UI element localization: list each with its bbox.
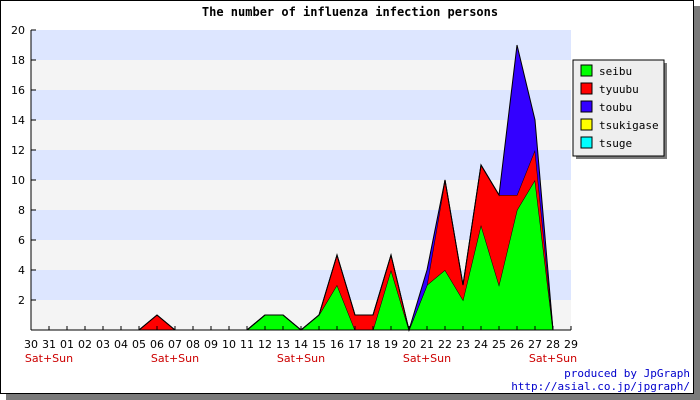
x-tick-label: 22 [438, 338, 452, 351]
y-tick-label: 20 [11, 24, 25, 37]
x-tick-label: 03 [96, 338, 110, 351]
x-tick-label: 30 [24, 338, 38, 351]
weekend-marker-label: Sat+Sun [151, 352, 199, 365]
x-tick-label: 26 [510, 338, 524, 351]
x-tick-label: 23 [456, 338, 470, 351]
y-tick-label: 16 [11, 84, 25, 97]
x-tick-label: 07 [168, 338, 182, 351]
grid-band [31, 30, 571, 60]
y-tick-label: 18 [11, 54, 25, 67]
y-tick-label: 2 [18, 294, 25, 307]
x-tick-label: 12 [258, 338, 272, 351]
weekend-marker-label: Sat+Sun [403, 352, 451, 365]
legend-label-seibu: seibu [599, 65, 632, 78]
x-tick-label: 24 [474, 338, 488, 351]
y-tick-label: 12 [11, 144, 25, 157]
grid-band [31, 150, 571, 180]
x-tick-label: 08 [186, 338, 200, 351]
x-tick-label: 27 [528, 338, 542, 351]
area-toubu [31, 45, 571, 330]
x-tick-label: 05 [132, 338, 146, 351]
legend-label-tsukigase: tsukigase [599, 119, 659, 132]
x-tick-label: 02 [78, 338, 92, 351]
legend-swatch-tsuge [580, 136, 593, 149]
x-tick-label: 20 [402, 338, 416, 351]
x-tick-label: 28 [546, 338, 560, 351]
legend-swatch-tsukigase [580, 118, 593, 131]
y-tick-label: 10 [11, 174, 25, 187]
legend-swatch-seibu [580, 64, 593, 77]
x-tick-label: 04 [114, 338, 128, 351]
x-tick-label: 10 [222, 338, 236, 351]
legend-label-tyuubu: tyuubu [599, 83, 639, 96]
x-tick-label: 21 [420, 338, 434, 351]
x-tick-label: 11 [240, 338, 254, 351]
credit-line: produced by JpGraph [564, 367, 690, 380]
x-tick-label: 01 [60, 338, 74, 351]
legend-swatch-tyuubu [580, 82, 593, 95]
x-tick-label: 16 [330, 338, 344, 351]
x-tick-label: 25 [492, 338, 506, 351]
x-tick-label: 13 [276, 338, 290, 351]
chart-title: The number of influenza infection person… [202, 5, 498, 19]
x-tick-label: 09 [204, 338, 218, 351]
x-tick-label: 19 [384, 338, 398, 351]
weekend-marker-label: Sat+Sun [529, 352, 577, 365]
x-tick-label: 31 [42, 338, 56, 351]
x-tick-label: 29 [564, 338, 578, 351]
y-tick-label: 4 [18, 264, 25, 277]
credit-url[interactable]: http://asial.co.jp/jpgraph/ [511, 380, 690, 393]
weekend-marker-label: Sat+Sun [25, 352, 73, 365]
area-seibu [31, 180, 571, 330]
x-tick-label: 14 [294, 338, 308, 351]
x-tick-label: 18 [366, 338, 380, 351]
y-tick-label: 8 [18, 204, 25, 217]
x-tick-label: 17 [348, 338, 362, 351]
frame-shadow [6, 394, 700, 400]
x-tick-label: 15 [312, 338, 326, 351]
y-tick-label: 14 [11, 114, 25, 127]
grid-band [31, 60, 571, 90]
legend-label-toubu: toubu [599, 101, 632, 114]
legend-label-tsuge: tsuge [599, 137, 632, 150]
grid-band [31, 90, 571, 120]
y-tick-label: 6 [18, 234, 25, 247]
frame-shadow [694, 6, 700, 400]
x-tick-label: 06 [150, 338, 164, 351]
legend-swatch-toubu [580, 100, 593, 113]
weekend-marker-label: Sat+Sun [277, 352, 325, 365]
grid-band [31, 120, 571, 150]
